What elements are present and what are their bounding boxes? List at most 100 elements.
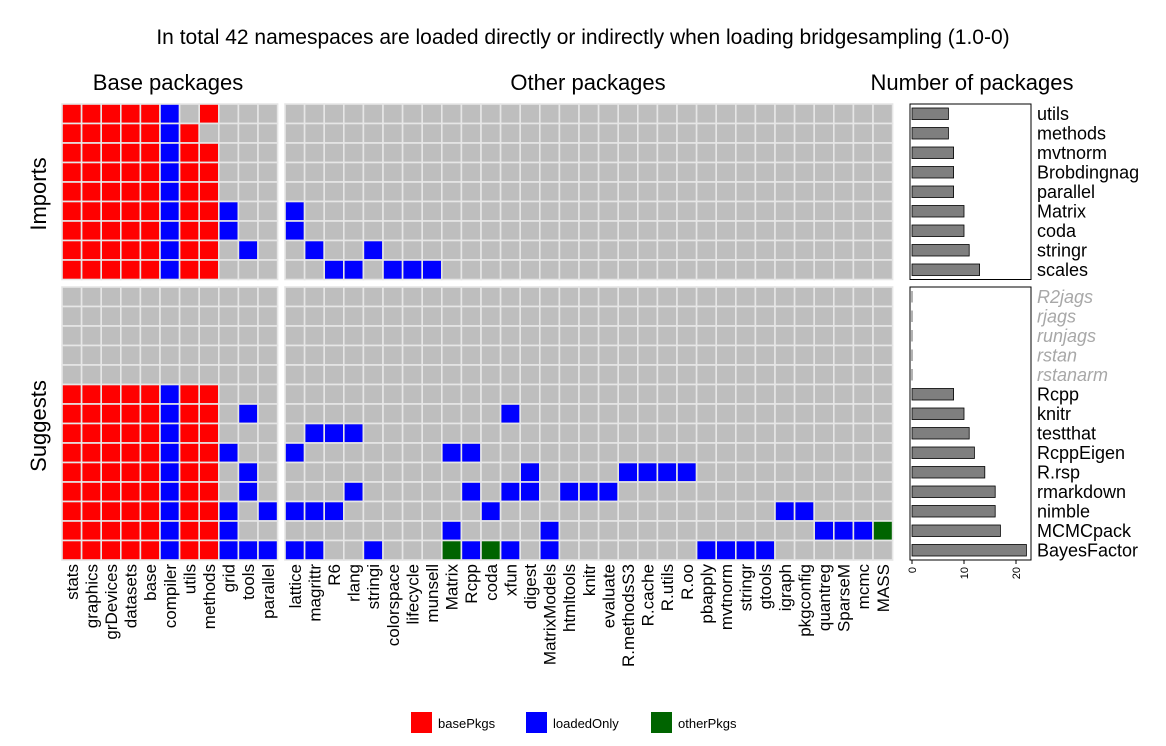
base-imports-tile bbox=[139, 259, 161, 281]
base-suggests-tile bbox=[80, 383, 102, 405]
other-imports-tile bbox=[342, 220, 365, 242]
other-suggests-tile bbox=[656, 305, 678, 327]
other-imports-tile bbox=[323, 142, 345, 164]
base-imports-tile bbox=[178, 239, 201, 261]
other-imports-tile bbox=[656, 181, 678, 203]
other-imports-tile bbox=[519, 161, 541, 183]
base-imports-tile bbox=[100, 220, 122, 242]
other-imports-tile bbox=[597, 259, 619, 281]
other-imports-tile bbox=[382, 103, 404, 125]
other-suggests-tile bbox=[852, 403, 874, 425]
base-imports-tile bbox=[61, 122, 83, 144]
other-suggests-tile bbox=[538, 442, 561, 464]
other-imports-tile bbox=[323, 259, 345, 281]
other-suggests-tile bbox=[460, 422, 482, 444]
base-suggests-tile bbox=[61, 325, 83, 347]
other-suggests-tile bbox=[499, 461, 522, 483]
column-label: gtools bbox=[756, 564, 775, 609]
package-label: rmarkdown bbox=[1037, 482, 1126, 502]
other-imports-tile bbox=[734, 103, 757, 125]
other-suggests-tile bbox=[538, 500, 561, 522]
other-suggests-tile bbox=[499, 383, 522, 405]
other-suggests-tile bbox=[617, 383, 639, 405]
other-imports-tile bbox=[323, 103, 345, 125]
other-imports-tile bbox=[636, 122, 659, 144]
other-suggests-tile bbox=[558, 481, 580, 503]
base-suggests-tile bbox=[218, 305, 240, 327]
base-imports-tile bbox=[61, 181, 83, 203]
base-suggests-tile bbox=[198, 442, 220, 464]
base-suggests-tile bbox=[61, 364, 83, 386]
count-bar bbox=[911, 544, 1027, 557]
count-bar bbox=[911, 146, 954, 159]
other-suggests-tile bbox=[362, 442, 384, 464]
other-suggests-tile bbox=[617, 403, 639, 425]
base-suggests-tile bbox=[159, 286, 181, 308]
other-suggests-tile bbox=[597, 364, 619, 386]
other-suggests-tile bbox=[440, 520, 463, 542]
other-imports-tile bbox=[832, 181, 855, 203]
base-suggests-tile bbox=[80, 539, 102, 561]
other-suggests-tile bbox=[597, 305, 619, 327]
base-suggests-tile bbox=[218, 403, 240, 425]
other-suggests-tile bbox=[538, 344, 561, 366]
other-suggests-tile bbox=[676, 461, 698, 483]
other-imports-tile bbox=[597, 161, 619, 183]
other-imports-tile bbox=[734, 200, 757, 222]
other-suggests-tile bbox=[754, 500, 776, 522]
base-imports-tile bbox=[139, 161, 161, 183]
other-imports-tile bbox=[421, 259, 443, 281]
other-imports-tile bbox=[872, 122, 894, 144]
other-suggests-tile bbox=[774, 442, 796, 464]
base-imports-tile bbox=[100, 103, 122, 125]
other-imports-tile bbox=[284, 122, 306, 144]
base-suggests-tile bbox=[237, 325, 259, 347]
count-bar bbox=[911, 205, 965, 218]
base-suggests-tile bbox=[237, 422, 259, 444]
other-suggests-tile bbox=[872, 344, 894, 366]
other-suggests-tile bbox=[734, 325, 757, 347]
other-suggests-tile bbox=[813, 500, 835, 522]
other-suggests-tile bbox=[793, 305, 815, 327]
other-imports-tile bbox=[695, 122, 717, 144]
other-suggests-tile bbox=[656, 500, 678, 522]
base-suggests-tile bbox=[139, 500, 161, 522]
other-suggests-tile bbox=[421, 286, 443, 308]
base-imports-tile bbox=[120, 122, 142, 144]
panel-title-other: Other packages bbox=[510, 70, 665, 95]
other-suggests-tile bbox=[872, 481, 894, 503]
package-label: nimble bbox=[1037, 501, 1090, 521]
column-label: graphics bbox=[82, 564, 101, 628]
other-suggests-tile bbox=[754, 461, 776, 483]
base-suggests-tile bbox=[100, 364, 122, 386]
other-suggests-tile bbox=[382, 539, 404, 561]
base-imports-tile bbox=[80, 200, 102, 222]
other-suggests-tile bbox=[440, 325, 463, 347]
base-imports-tile bbox=[178, 122, 201, 144]
other-imports-tile bbox=[676, 161, 698, 183]
base-imports-tile bbox=[198, 220, 220, 242]
column-label: datasets bbox=[122, 564, 141, 628]
other-suggests-tile bbox=[362, 305, 384, 327]
base-suggests-tile bbox=[159, 364, 181, 386]
other-suggests-tile bbox=[323, 286, 345, 308]
other-suggests-tile bbox=[440, 500, 463, 522]
base-suggests-tile bbox=[100, 500, 122, 522]
other-suggests-tile bbox=[499, 520, 522, 542]
base-suggests-tile bbox=[61, 500, 83, 522]
other-imports-tile bbox=[597, 239, 619, 261]
other-imports-tile bbox=[323, 200, 345, 222]
legend: basePkgs loadedOnly otherPkgs bbox=[411, 712, 737, 733]
base-suggests-tile bbox=[61, 442, 83, 464]
base-suggests-tile bbox=[100, 383, 122, 405]
other-suggests-tile bbox=[460, 305, 482, 327]
column-label: colorspace bbox=[384, 564, 403, 646]
other-imports-tile bbox=[656, 259, 678, 281]
other-suggests-tile bbox=[519, 422, 541, 444]
other-suggests-tile bbox=[872, 403, 894, 425]
base-suggests-tile bbox=[120, 442, 142, 464]
base-imports-tile bbox=[257, 103, 279, 125]
panel-title-count: Number of packages bbox=[871, 70, 1074, 95]
other-imports-tile bbox=[342, 259, 365, 281]
other-suggests-tile bbox=[480, 520, 502, 542]
